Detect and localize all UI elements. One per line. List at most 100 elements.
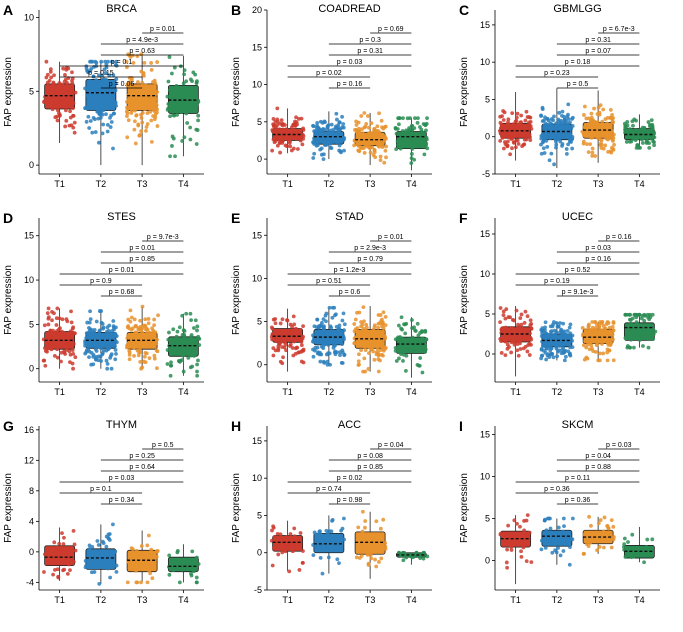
data-point [311, 553, 316, 558]
data-point [612, 142, 616, 147]
data-point [364, 325, 369, 330]
p-value-label: p = 0.01 [129, 245, 155, 252]
data-point [42, 323, 47, 328]
data-point [545, 145, 550, 149]
data-point [113, 81, 118, 86]
data-point [650, 333, 655, 338]
data-point [340, 318, 345, 323]
data-point [49, 101, 54, 106]
data-point [398, 335, 402, 339]
data-point [192, 353, 197, 358]
data-point [570, 333, 575, 338]
data-point [561, 549, 566, 553]
p-value-label: p = 0.85 [129, 256, 155, 263]
data-point [319, 131, 324, 136]
data-point [173, 340, 178, 345]
data-point [292, 526, 297, 531]
data-point [176, 348, 180, 353]
data-point [610, 332, 615, 337]
data-point [414, 140, 419, 145]
data-point [365, 552, 370, 557]
p-value-label: p = 0.51 [316, 278, 342, 285]
data-point [169, 363, 174, 368]
data-point [544, 346, 549, 351]
data-point [546, 516, 551, 521]
data-point [338, 350, 342, 355]
data-point [69, 320, 74, 325]
data-point [87, 355, 91, 360]
data-point [415, 321, 420, 326]
data-point [552, 114, 556, 119]
data-point [651, 130, 656, 135]
y-tick-label: 10 [480, 269, 490, 279]
data-point [83, 86, 87, 91]
x-tick-label: T4 [634, 595, 645, 605]
data-point [144, 92, 149, 96]
data-point [382, 345, 386, 350]
data-point [165, 362, 170, 366]
data-point [291, 353, 296, 358]
data-point [515, 521, 519, 526]
data-point [54, 336, 59, 341]
data-point [554, 121, 559, 126]
y-tick-label: 10 [252, 473, 262, 483]
data-point [597, 545, 602, 549]
data-point [560, 109, 565, 114]
data-point [362, 319, 366, 324]
data-point [567, 562, 572, 567]
data-point [177, 337, 182, 342]
data-point [114, 563, 119, 568]
data-point [325, 359, 330, 364]
data-point [90, 544, 95, 549]
data-point [625, 123, 630, 128]
data-point [622, 121, 627, 126]
data-point [299, 343, 304, 348]
data-point [505, 342, 510, 347]
panel-b: B COADREAD 0 5 10 15 20 FAP expression T1 T2 T3 T4 p… [231, 2, 432, 189]
data-point [630, 134, 635, 139]
data-point [356, 359, 361, 364]
data-point [646, 315, 651, 320]
data-point [97, 581, 102, 586]
data-point [126, 118, 131, 123]
data-point [171, 91, 176, 96]
data-point [410, 128, 415, 132]
data-point [394, 131, 399, 136]
y-axis-label: FAP expression [231, 57, 242, 127]
data-point [133, 119, 137, 124]
data-point [400, 129, 405, 133]
data-point [362, 356, 367, 361]
data-point [631, 345, 636, 350]
data-point [148, 343, 153, 348]
panel-letter: H [231, 418, 241, 434]
data-point [634, 118, 638, 123]
data-point [178, 359, 182, 364]
data-point [188, 137, 193, 142]
data-point [512, 518, 517, 523]
y-tick-label: 0 [485, 556, 490, 566]
data-point [100, 351, 105, 356]
p-value-label: p = 0.11 [565, 475, 590, 482]
panel-letter: B [231, 2, 241, 18]
y-axis-label: FAP expression [231, 265, 242, 335]
data-point [65, 98, 70, 102]
data-point [91, 99, 96, 104]
data-point [514, 118, 519, 123]
data-point [539, 356, 544, 361]
data-point [127, 348, 132, 353]
data-point [88, 317, 93, 322]
data-point [114, 570, 119, 574]
data-point [127, 357, 132, 362]
data-point [138, 359, 143, 364]
data-point [173, 154, 177, 159]
data-point [599, 141, 603, 146]
data-point [547, 355, 552, 360]
p-value-label: p = 0.01 [109, 267, 135, 274]
data-point [541, 344, 546, 348]
data-point [611, 328, 616, 333]
data-point [149, 118, 154, 123]
data-point [543, 339, 548, 344]
data-point [60, 531, 64, 536]
p-value-label: p = 1.2e-3 [334, 267, 366, 274]
data-point [557, 110, 562, 115]
